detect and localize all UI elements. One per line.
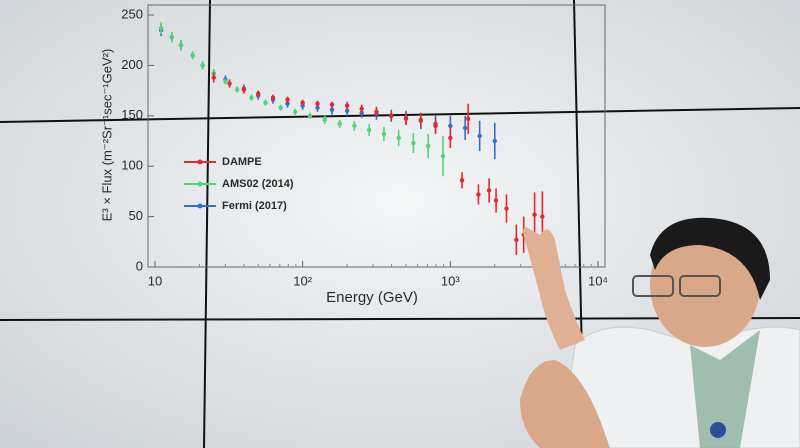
y-axis-label: E³ × Flux (m⁻²Sr⁻¹sec⁻¹GeV²) [99,49,114,222]
x-tick-label: 10³ [441,273,460,288]
data-point [366,127,372,133]
data-point [190,53,195,58]
data-point [448,135,453,141]
data-point [158,25,164,31]
legend-label: DAMPE [222,156,262,168]
data-point [329,107,335,112]
x-axis-label: Energy (GeV) [326,289,418,306]
data-point [532,212,537,217]
data-point [200,63,205,68]
data-point [389,113,394,119]
legend-dot [197,159,203,165]
data-point [169,34,175,40]
data-point [270,95,276,100]
data-point [493,198,499,203]
data-point [374,109,379,114]
plot: 0 50 100 150 200 250 10 10² 10³ 10⁴ DAMPE AMS02 (20… [121,6,608,288]
x-tick-label: 10 [148,273,162,288]
data-point [329,102,335,107]
data-point [540,214,545,219]
data-point [459,178,465,183]
data-point [352,123,357,129]
data-point [462,125,468,131]
data-point [514,237,519,242]
legend-dot [197,203,203,209]
data-point [249,95,254,100]
data-point [411,140,416,146]
presenter [520,217,800,448]
data-point [504,206,509,211]
data-point [234,87,240,92]
data-point [403,116,409,122]
y-tick-label: 0 [136,258,143,273]
y-tick-label: 100 [121,158,143,173]
data-point [440,153,446,159]
data-point [278,105,283,110]
data-point [285,101,290,106]
y-tick-label: 200 [121,57,143,72]
legend-label: AMS02 (2014) [222,178,294,190]
y-tick-label: 150 [121,107,143,122]
data-point [486,188,492,193]
data-point [344,103,350,108]
data-point [292,109,298,114]
data-point [227,81,232,86]
data-point [211,75,216,80]
data-point [315,105,320,110]
data-point [241,87,247,92]
data-point [359,106,364,111]
data-point [178,43,184,48]
data-point [381,131,387,137]
data-point [433,123,438,129]
data-point [263,100,268,105]
data-point [465,116,471,122]
data-point [322,117,327,123]
plot-frame [147,4,606,268]
data-point [492,138,497,144]
data-point [300,100,305,105]
data-point [344,108,350,113]
data-point [256,91,261,96]
data-point [285,97,290,102]
data-point [448,123,453,129]
data-point [418,117,424,123]
x-tick-label: 10² [293,273,312,288]
y-tick-label: 50 [129,208,143,223]
data-point [425,143,431,149]
data-point [307,113,313,119]
data-point [223,79,228,84]
data-point [476,192,481,197]
legend-label: Fermi (2017) [222,200,287,212]
legend-dot [197,181,203,187]
y-tick-label: 250 [121,6,143,21]
data-point [477,133,482,139]
x-tick-label: 10⁴ [588,273,608,288]
data-point [315,101,320,106]
data-point [337,121,342,127]
data-point [396,135,401,141]
